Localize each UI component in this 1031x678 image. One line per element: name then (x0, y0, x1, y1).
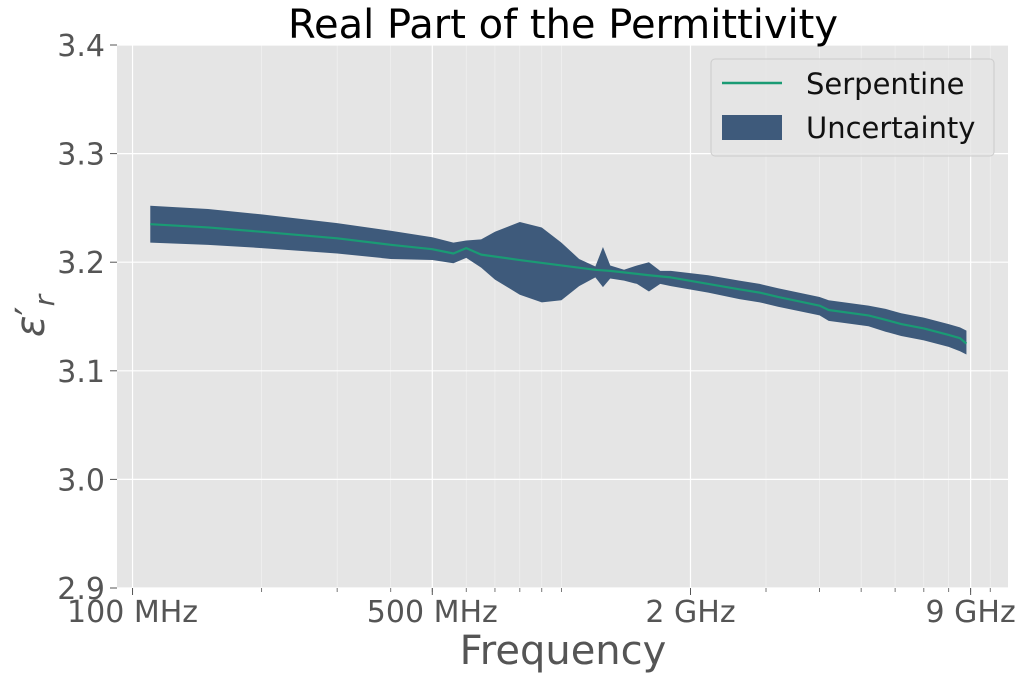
legend-uncertainty-swatch (722, 115, 782, 140)
x-tick-label: 500 MHz (367, 595, 498, 630)
serpentine-line-layer (150, 223, 968, 345)
uncertainty-band-layer (150, 205, 967, 355)
legend: Serpentine Uncertainty (710, 58, 995, 157)
y-tick-label: 3.3 (57, 138, 105, 173)
x-tick-label: 9 GHz (926, 595, 1016, 630)
x-axis-title: Frequency (460, 628, 667, 674)
x-tick-label: 2 GHz (645, 595, 735, 630)
chart-title: Real Part of the Permittivity (288, 2, 838, 48)
legend-uncertainty-label: Uncertainty (806, 111, 975, 145)
uncertainty-band (150, 205, 967, 355)
legend-serpentine-label: Serpentine (806, 67, 964, 101)
y-axis-title: ε′r (8, 293, 61, 337)
tick-marks (110, 44, 991, 595)
grid-lines (117, 44, 1008, 589)
x-tick-label: 100 MHz (67, 595, 198, 630)
y-tick-label: 3.4 (57, 29, 105, 64)
y-tick-labels: 2.9 3.0 3.1 3.2 3.3 3.4 (57, 29, 105, 607)
x-tick-labels: 100 MHz 500 MHz 2 GHz 9 GHz (67, 595, 1016, 630)
y-tick-label: 3.1 (57, 355, 105, 390)
serpentine-line (150, 223, 968, 345)
y-tick-label: 2.9 (57, 572, 105, 607)
y-tick-label: 3.2 (57, 246, 105, 281)
y-tick-label: 3.0 (57, 463, 105, 498)
